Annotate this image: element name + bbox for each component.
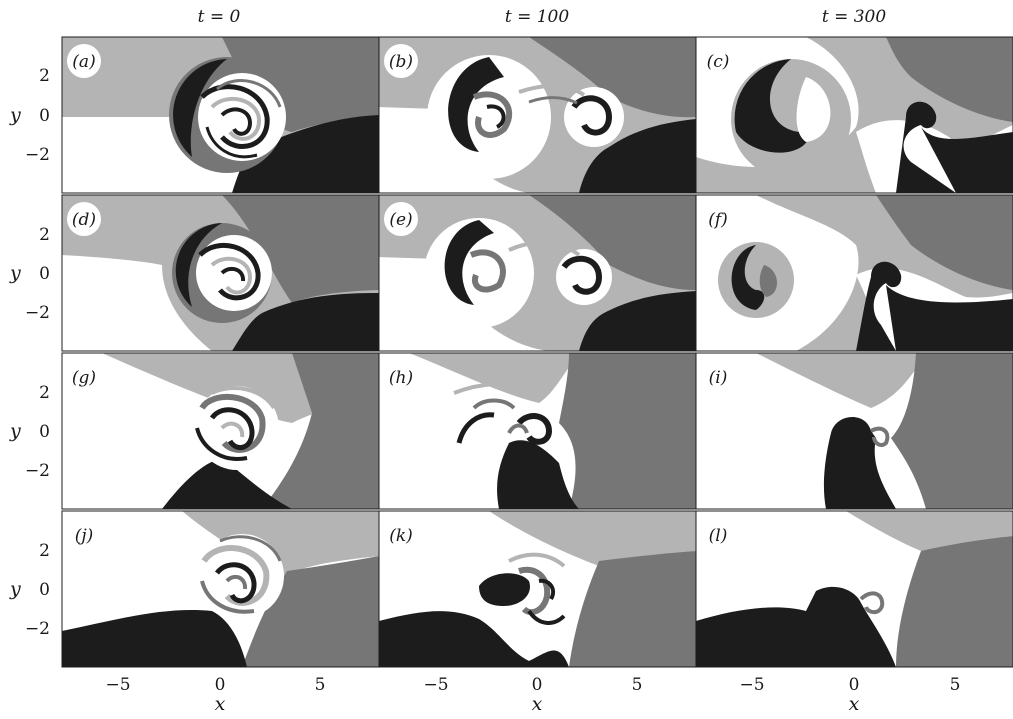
panel-j: (j) [61,510,380,668]
y-tick-row4-mid: 0 [39,580,50,600]
x-tick-col1-left: −5 [105,675,130,695]
panel-label-h: (h) [389,368,413,388]
x-tick-col1-right: 5 [315,675,326,695]
y-axis-label-4: y [9,578,21,600]
y-tick-row3-top: 2 [39,383,50,403]
x-axis-label-3: x [849,693,860,715]
y-axis-row-4: y 2 0 −2 [9,541,50,639]
panel-b: (b) [378,36,697,194]
panel-l: (l) [695,510,1013,668]
x-tick-col2-right: 5 [632,675,643,695]
y-tick-row4-bot: −2 [25,619,50,639]
y-axis-label-1: y [9,104,21,126]
panel-label-j: (j) [75,526,94,546]
panel-f: (f) [695,194,1013,352]
panel-label-c: (c) [707,52,730,72]
x-axis-label-1: x [215,693,226,715]
x-tick-col3-left: −5 [739,675,764,695]
y-tick-row2-top: 2 [39,225,50,245]
panel-label-g: (g) [72,368,96,388]
y-axis-row-1: y 2 0 −2 [9,66,50,165]
y-tick-row2-bot: −2 [25,303,50,323]
x-axis-label-2: x [532,693,543,715]
x-tick-col2-left: −5 [423,675,448,695]
y-tick-row1-mid: 0 [39,106,50,126]
panel-label-b: (b) [389,52,413,72]
column-title-2: t = 100 [505,7,570,27]
y-axis-label-3: y [9,420,21,442]
y-axis-row-3: y 2 0 −2 [9,383,50,481]
panel-h: (h) [378,352,697,510]
panel-k: (k) [378,510,697,668]
panel-label-f: (f) [708,210,728,230]
y-tick-row2-mid: 0 [39,264,50,284]
x-tick-col3-right: 5 [950,675,961,695]
x-axis-col-3: −5 0 5 x [739,675,960,715]
x-tick-col1-mid: 0 [215,675,226,695]
column-title-3: t = 300 [822,7,887,27]
panel-e: (e) [378,194,697,352]
panel-label-l: (l) [709,526,728,546]
y-tick-row3-bot: −2 [25,461,50,481]
y-axis-row-2: y 2 0 −2 [9,225,50,323]
panel-label-i: (i) [709,368,728,388]
column-title-1: t = 0 [198,7,241,27]
panel-i: (i) [695,352,1013,510]
panel-label-d: (d) [72,210,96,230]
panel-label-a: (a) [72,52,95,72]
y-axis-label-2: y [9,262,21,284]
x-axis-col-2: −5 0 5 x [423,675,642,715]
panel-label-e: (e) [389,210,412,230]
panel-label-k: (k) [389,526,413,546]
y-tick-row3-mid: 0 [39,422,50,442]
panel-c: (c) [695,36,1013,194]
panel-g: (g) [61,352,380,510]
y-tick-row4-top: 2 [39,541,50,561]
x-tick-col2-mid: 0 [532,675,543,695]
y-tick-row1-bot: −2 [25,145,50,165]
panel-d: (d) [61,194,380,352]
panel-a: (a) [61,36,380,194]
x-tick-col3-mid: 0 [849,675,860,695]
x-axis-col-1: −5 0 5 x [105,675,325,715]
y-tick-row1-top: 2 [39,66,50,86]
